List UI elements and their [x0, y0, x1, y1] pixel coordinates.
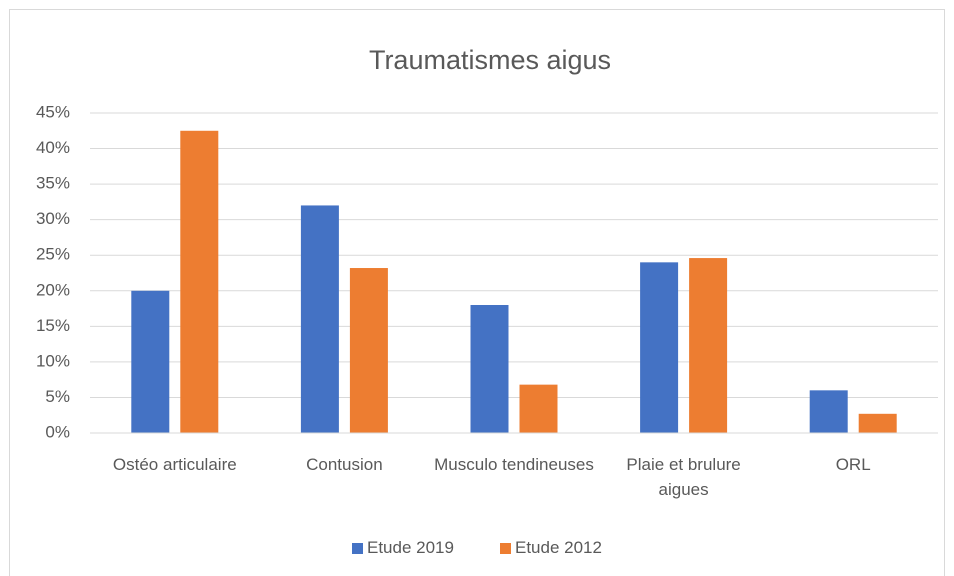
- y-tick-label: 35%: [36, 174, 70, 193]
- bar: [131, 290, 170, 433]
- chart-title: Traumatismes aigus: [369, 45, 611, 75]
- y-tick-label: 45%: [36, 102, 70, 121]
- bar: [349, 268, 388, 433]
- y-tick-label: 15%: [36, 316, 70, 335]
- y-tick-label: 10%: [36, 351, 70, 370]
- y-tick-label: 0%: [45, 422, 70, 441]
- y-tick-label: 40%: [36, 138, 70, 157]
- bar: [519, 384, 558, 433]
- bar: [180, 130, 219, 433]
- bar: [640, 262, 679, 433]
- legend-item: Etude 2019: [352, 538, 454, 558]
- bar: [689, 258, 728, 433]
- x-tick-label: Ostéo articulaire: [112, 455, 237, 474]
- legend-swatch: [352, 542, 363, 554]
- legend-swatch: [500, 542, 511, 554]
- legend-label: Etude 2019: [367, 538, 454, 557]
- y-tick-label: 30%: [36, 209, 70, 228]
- chart-border: [9, 9, 945, 576]
- legend-item: Etude 2012: [500, 538, 602, 558]
- legend-label: Etude 2012: [515, 538, 602, 557]
- x-tick-label: Plaie et brulure aigues: [626, 455, 741, 499]
- y-tick-label: 20%: [36, 280, 70, 299]
- y-tick-label: 25%: [36, 245, 70, 264]
- bar: [858, 413, 897, 433]
- bar: [470, 305, 509, 433]
- x-tick-label: Contusion: [306, 455, 383, 474]
- y-tick-label: 5%: [45, 387, 70, 406]
- bar: [300, 205, 339, 433]
- bar: [809, 390, 848, 433]
- x-tick-label: Musculo tendineuses: [434, 455, 594, 474]
- x-tick-label: ORL: [835, 455, 871, 474]
